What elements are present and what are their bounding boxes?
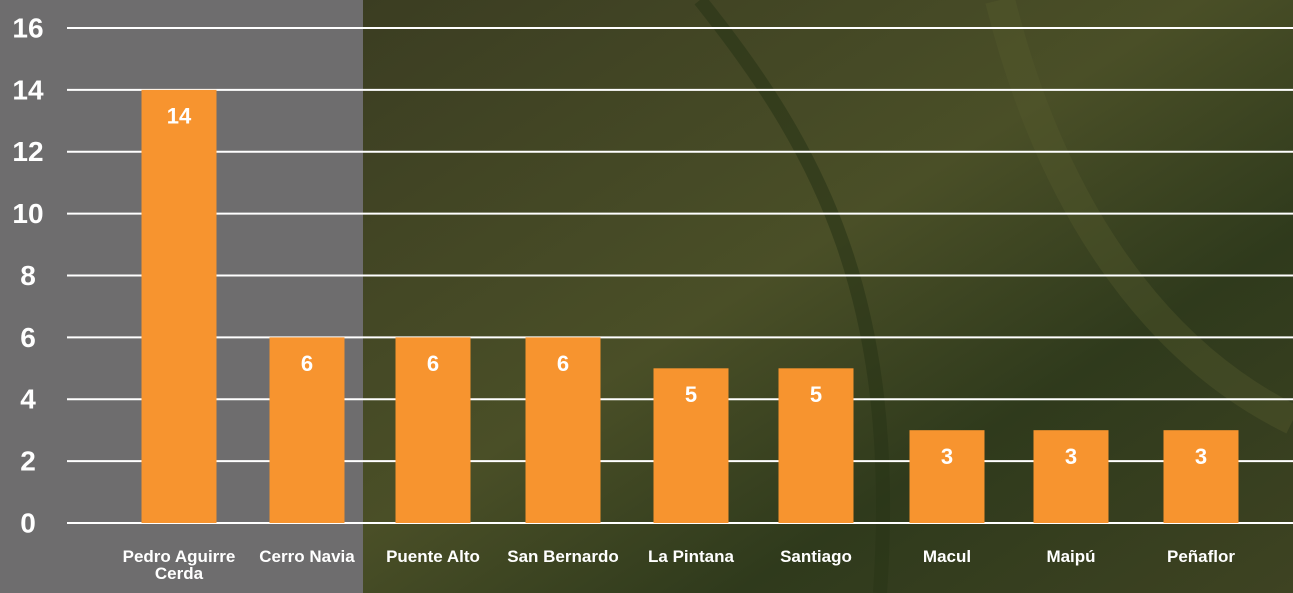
bar	[909, 430, 985, 523]
y-tick-label: 6	[20, 322, 36, 353]
bar	[269, 337, 345, 523]
background-texture	[694, 0, 891, 593]
y-tick-label: 16	[12, 12, 43, 43]
y-tick-label: 14	[12, 74, 44, 105]
bar	[1163, 430, 1239, 523]
bar	[778, 368, 854, 523]
x-tick-label: Santiago	[780, 547, 852, 566]
value-label: 5	[810, 382, 822, 407]
y-tick-label: 12	[12, 136, 43, 167]
value-label: 6	[427, 351, 439, 376]
value-label: 6	[557, 351, 569, 376]
x-tick-label: Macul	[922, 547, 972, 566]
x-tick-label: Maipú	[1046, 547, 1096, 566]
bar	[1033, 430, 1109, 523]
x-tick-label: Puente Alto	[386, 547, 480, 566]
y-tick-label: 0	[20, 507, 36, 538]
bar	[141, 89, 217, 523]
x-tick-label: San Bernardo	[507, 547, 619, 566]
x-tick-label: Cerro Navia	[259, 547, 355, 566]
x-tick-label: Pedro Aguirre Cerda	[122, 547, 236, 583]
value-label: 3	[1065, 444, 1077, 469]
y-tick-label: 10	[12, 198, 43, 229]
background-texture	[985, 0, 1293, 434]
y-tick-label: 2	[20, 446, 36, 477]
value-label: 3	[941, 444, 953, 469]
bar	[525, 337, 601, 523]
y-tick-label: 8	[20, 260, 36, 291]
value-label: 3	[1195, 444, 1207, 469]
bar	[653, 368, 729, 523]
x-tick-label: Peñaflor	[1166, 547, 1236, 566]
y-tick-label: 4	[20, 384, 36, 415]
x-tick-label: La Pintana	[648, 547, 734, 566]
bar	[395, 337, 471, 523]
value-label: 6	[301, 351, 313, 376]
value-label: 5	[685, 382, 697, 407]
value-label: 14	[167, 104, 192, 129]
